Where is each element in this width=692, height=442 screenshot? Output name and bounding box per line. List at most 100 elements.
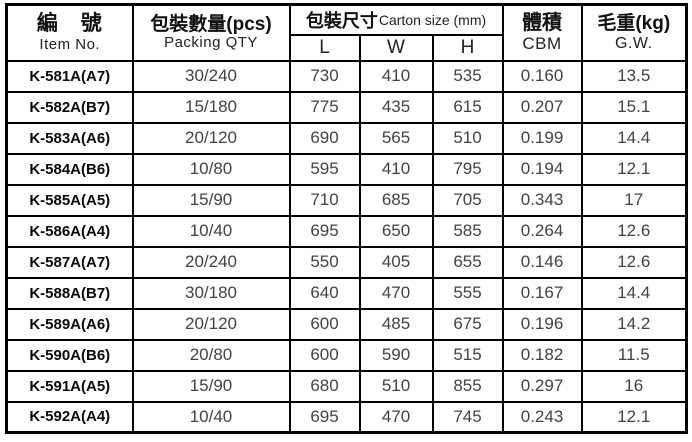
item-no-cell: K-583A(A6): [5, 121, 134, 155]
item-no-cell: K-591A(A5): [5, 369, 134, 403]
width-cell: 685: [358, 183, 434, 217]
cbm-cell: 0.207: [501, 90, 583, 124]
col-header-length: L: [288, 33, 361, 62]
gw-cell: 12.6: [580, 245, 688, 279]
height-cell: 555: [431, 276, 504, 310]
width-cell: 470: [358, 276, 434, 310]
table-row: K-590A(B6) 20/80 600 590 515 0.182 11.5: [5, 338, 688, 372]
col-header-carton-size: 包裝尺寸Carton size (mm): [288, 3, 504, 36]
col-header-packing-qty: 包裝數量(pcs) Packing QTY: [131, 3, 291, 62]
packing-qty-label-en: Packing QTY: [164, 34, 258, 52]
item-no-cell: K-592A(A4): [5, 400, 134, 434]
height-cell: 655: [431, 245, 504, 279]
gw-label-en: G.W.: [614, 34, 653, 52]
height-cell: 705: [431, 183, 504, 217]
col-header-gw: 毛重(kg) G.W.: [580, 3, 688, 62]
item-no-cell: K-589A(A6): [5, 307, 134, 341]
packing-qty-cell: 15/90: [131, 369, 291, 403]
width-cell: 470: [358, 400, 434, 434]
cbm-cell: 0.264: [501, 214, 583, 248]
length-cell: 640: [288, 276, 361, 310]
length-cell: 550: [288, 245, 361, 279]
gw-cell: 13.5: [580, 59, 688, 93]
height-cell: 535: [431, 59, 504, 93]
cbm-cell: 0.194: [501, 152, 583, 186]
packing-qty-cell: 30/240: [131, 59, 291, 93]
width-cell: 405: [358, 245, 434, 279]
cbm-cell: 0.243: [501, 400, 583, 434]
packing-qty-cell: 20/240: [131, 245, 291, 279]
table-row: K-592A(A4) 10/40 695 470 745 0.243 12.1: [5, 400, 688, 434]
item-no-cell: K-585A(A5): [5, 183, 134, 217]
packing-qty-cell: 10/40: [131, 214, 291, 248]
length-cell: 710: [288, 183, 361, 217]
cbm-cell: 0.160: [501, 59, 583, 93]
cbm-cell: 0.199: [501, 121, 583, 155]
cbm-cell: 0.297: [501, 369, 583, 403]
gw-label-cn: 毛重(kg): [597, 13, 671, 35]
height-cell: 745: [431, 400, 504, 434]
height-cell: 795: [431, 152, 504, 186]
gw-cell: 14.4: [580, 276, 688, 310]
gw-cell: 12.1: [580, 400, 688, 434]
cbm-cell: 0.343: [501, 183, 583, 217]
width-cell: 410: [358, 152, 434, 186]
packing-qty-cell: 20/120: [131, 307, 291, 341]
item-no-cell: K-587A(A7): [5, 245, 134, 279]
cbm-label-cn: 體積: [522, 11, 563, 34]
length-cell: 595: [288, 152, 361, 186]
table-row: K-583A(A6) 20/120 690 565 510 0.199 14.4: [5, 121, 688, 155]
packing-qty-cell: 20/80: [131, 338, 291, 372]
width-cell: 485: [358, 307, 434, 341]
length-cell: 695: [288, 214, 361, 248]
cbm-cell: 0.182: [501, 338, 583, 372]
table-row: K-591A(A5) 15/90 680 510 855 0.297 16: [5, 369, 688, 403]
packing-qty-cell: 10/80: [131, 152, 291, 186]
height-cell: 585: [431, 214, 504, 248]
height-cell: 515: [431, 338, 504, 372]
item-no-label-en: Item No.: [39, 35, 101, 53]
gw-cell: 14.2: [580, 307, 688, 341]
table-row: K-586A(A4) 10/40 695 650 585 0.264 12.6: [5, 214, 688, 248]
packing-qty-cell: 10/40: [131, 400, 291, 434]
item-no-cell: K-590A(B6): [5, 338, 134, 372]
width-cell: 565: [358, 121, 434, 155]
table-header: 編 號 Item No. 包裝數量(pcs) Packing QTY 包裝尺寸C…: [5, 3, 688, 62]
length-cell: 600: [288, 307, 361, 341]
width-cell: 410: [358, 59, 434, 93]
table-row: K-589A(A6) 20/120 600 485 675 0.196 14.2: [5, 307, 688, 341]
item-no-cell: K-581A(A7): [5, 59, 134, 93]
length-cell: 775: [288, 90, 361, 124]
gw-cell: 14.4: [580, 121, 688, 155]
cbm-cell: 0.196: [501, 307, 583, 341]
packing-qty-label-cn: 包裝數量(pcs): [150, 13, 272, 35]
gw-cell: 15.1: [580, 90, 688, 124]
cbm-cell: 0.167: [501, 276, 583, 310]
gw-cell: 17: [580, 183, 688, 217]
packing-qty-cell: 30/180: [131, 276, 291, 310]
table-row: K-581A(A7) 30/240 730 410 535 0.160 13.5: [5, 59, 688, 93]
packing-qty-cell: 15/90: [131, 183, 291, 217]
table-row: K-587A(A7) 20/240 550 405 655 0.146 12.6: [5, 245, 688, 279]
height-cell: 855: [431, 369, 504, 403]
packing-qty-cell: 15/180: [131, 90, 291, 124]
table-body: K-581A(A7) 30/240 730 410 535 0.160 13.5…: [5, 59, 688, 434]
table-row: K-585A(A5) 15/90 710 685 705 0.343 17: [5, 183, 688, 217]
height-cell: 510: [431, 121, 504, 155]
gw-cell: 12.6: [580, 214, 688, 248]
item-no-cell: K-584A(B6): [5, 152, 134, 186]
col-header-width: W: [358, 33, 434, 62]
length-cell: 680: [288, 369, 361, 403]
height-cell: 675: [431, 307, 504, 341]
gw-cell: 11.5: [580, 338, 688, 372]
length-cell: 690: [288, 121, 361, 155]
length-cell: 695: [288, 400, 361, 434]
length-cell: 600: [288, 338, 361, 372]
table-row: K-584A(B6) 10/80 595 410 795 0.194 12.1: [5, 152, 688, 186]
height-cell: 615: [431, 90, 504, 124]
packing-qty-cell: 20/120: [131, 121, 291, 155]
table-row: K-588A(B7) 30/180 640 470 555 0.167 14.4: [5, 276, 688, 310]
gw-cell: 16: [580, 369, 688, 403]
item-no-label-cn: 編 號: [36, 12, 103, 36]
